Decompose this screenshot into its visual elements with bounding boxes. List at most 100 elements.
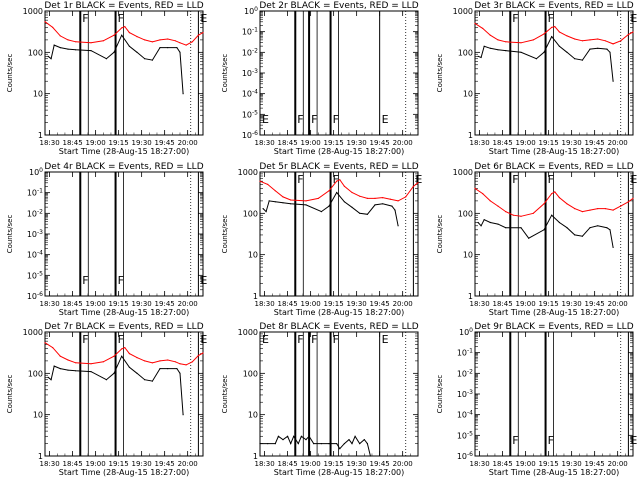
data-point [359, 443, 361, 445]
data-point [620, 40, 622, 42]
marker-label-e: E [200, 274, 207, 287]
data-point [124, 347, 126, 349]
x-tick-label: 18:45 [278, 300, 298, 308]
plot-frame [44, 171, 204, 297]
marker-label-e: E [382, 333, 389, 346]
panel-title: Det 3r BLACK = Events, RED = LLD [474, 1, 633, 11]
data-point [305, 204, 307, 206]
data-point [320, 443, 322, 445]
marker-label-f: F [118, 12, 124, 25]
data-point [589, 209, 591, 211]
data-point [50, 379, 52, 381]
data-point [67, 359, 69, 361]
x-tick-label: 19:30 [132, 300, 152, 308]
data-point [267, 443, 269, 445]
data-point [620, 205, 622, 207]
data-point [558, 45, 561, 47]
data-point [128, 31, 130, 34]
marker-label-f: F [82, 12, 88, 25]
marker-label-f: F [512, 434, 518, 447]
plot-frame [259, 10, 419, 136]
data-point [328, 205, 330, 207]
data-point [505, 227, 507, 229]
marker-label-e: E [415, 173, 422, 186]
data-point [489, 47, 491, 49]
data-point [480, 225, 482, 227]
data-point [558, 31, 561, 33]
panel-det-9: Det 9r BLACK = Events, RED = LLD Counts/s… [436, 322, 637, 477]
x-tick-label: 19:15 [539, 460, 559, 468]
y-tick-label: 1 [468, 292, 473, 301]
x-tick-label: 19:15 [109, 460, 129, 468]
data-point [606, 48, 608, 50]
data-point [612, 209, 614, 211]
series-line-lld [259, 179, 419, 202]
data-point [483, 45, 485, 47]
data-point [366, 197, 368, 199]
data-point [566, 203, 568, 205]
x-tick-label: 19:15 [539, 300, 559, 308]
data-point [551, 214, 553, 216]
data-point [75, 49, 77, 51]
data-point [343, 201, 345, 203]
data-point [574, 234, 576, 236]
marker-label-f: F [297, 173, 303, 186]
data-point [144, 39, 146, 41]
data-point [197, 34, 199, 36]
x-tick-label: 19:00 [301, 460, 321, 468]
data-point [121, 34, 123, 36]
data-point [50, 58, 52, 60]
data-point [609, 229, 611, 231]
data-point [121, 27, 123, 29]
data-point [151, 59, 153, 61]
y-tick-label: 10-1 [27, 188, 43, 198]
x-tick-label: 18:45 [63, 300, 83, 308]
marker-label-f: F [333, 173, 339, 186]
data-point [75, 370, 77, 372]
series-line-lld [474, 187, 634, 217]
data-point [589, 48, 591, 50]
x-tick-label: 19:45 [585, 300, 605, 308]
data-point [167, 368, 169, 370]
data-point [397, 225, 399, 227]
plot-frame [474, 171, 634, 297]
data-point [67, 39, 69, 41]
x-axis-label: Start Time (28-Aug-15 18:27:00) [489, 468, 620, 477]
x-tick-label: 19:30 [347, 139, 367, 147]
data-point [589, 227, 591, 229]
data-point [354, 435, 356, 437]
data-point [574, 58, 576, 60]
data-point [53, 365, 55, 367]
data-point [389, 198, 391, 200]
data-point [300, 435, 302, 437]
panel-det-7: Det 7r BLACK = Events, RED = LLD Counts/s… [6, 322, 207, 477]
data-point [497, 49, 499, 51]
data-point [351, 206, 353, 208]
data-point [282, 439, 284, 441]
data-point [136, 357, 138, 359]
data-point [609, 51, 611, 53]
data-point [558, 221, 561, 224]
data-point [528, 237, 530, 239]
data-point [581, 59, 584, 61]
data-point [265, 211, 267, 213]
data-point [597, 208, 599, 210]
marker-label-e: E [262, 113, 269, 126]
data-point [151, 380, 153, 382]
data-point [369, 455, 371, 457]
y-tick-label: 10-3 [242, 68, 258, 78]
plot-frame [259, 331, 419, 457]
x-tick-label: 19:30 [132, 460, 152, 468]
data-point [520, 42, 522, 44]
marker-label-f: F [333, 113, 339, 126]
plot-frame [44, 331, 204, 457]
data-point [482, 193, 484, 195]
x-axis-label: Start Time (28-Aug-15 18:27:00) [489, 308, 620, 317]
x-tick-label: 18:45 [493, 139, 513, 147]
x-tick-label: 19:45 [585, 139, 605, 147]
y-tick-label: 10-2 [27, 208, 43, 218]
data-point [151, 41, 153, 43]
data-point [191, 361, 193, 363]
data-point [179, 372, 181, 374]
